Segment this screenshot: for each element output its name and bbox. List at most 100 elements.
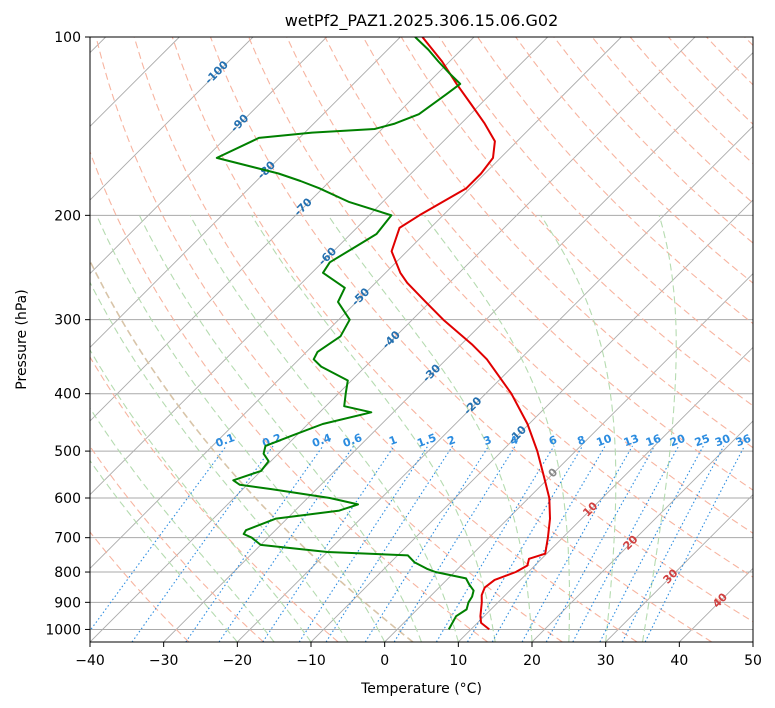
mixing-ratio-line [545,445,656,642]
dry-adiabat-line [706,37,753,86]
y-tick-label-400: 400 [54,387,81,403]
isotherm-label: -100 [202,58,231,87]
isotherm-label: 20 [621,533,641,553]
moist-adiabat-lines [90,214,677,642]
dry-adiabat-line [90,531,190,642]
x-tick-label-30: 30 [597,653,615,669]
isotherm-line [90,37,327,275]
mixing-ratio-label: 25 [693,432,712,449]
mixing-ratio-line [218,445,355,642]
mixing-ratio-label: 20 [668,432,687,450]
annotation-labels: 0.1 0.2 0.4 0.6 1 1.5 2 3 4 6 8 10 13 16 20 25 30 36-100-… [202,58,753,611]
mixing-ratio-line [521,445,633,642]
x-tick-label--10: −10 [296,653,326,669]
isotherm-line [90,37,622,569]
dry-adiabat-line [591,37,753,204]
dry-adiabat-line [324,37,753,491]
plot-frame [89,36,754,643]
mixing-ratio-label: 30 [713,432,732,450]
y-tick-label-700: 700 [54,531,81,547]
moist-adiabat-line [641,215,677,642]
isotherm-line [90,37,254,201]
isotherm-line [90,37,401,348]
isotherm-line [679,567,753,642]
chart-title: wetPf2_PAZ1.2025.306.15.06.G02 [285,11,559,31]
isotherm-line [90,37,696,642]
isotherm-label: 40 [710,590,730,610]
x-tick-label--40: −40 [75,653,105,669]
moist-adiabat-line [327,214,533,642]
mixing-ratio-line [621,445,725,642]
dry-adiabat-line [477,37,753,325]
y-axis-ticks: 100 200 300 400 500 600 700 800 900 1000 [45,30,90,638]
isotherm-line [384,273,753,642]
isobar-gridlines [90,37,753,630]
mixing-ratio-line [185,445,324,642]
mixing-ratio-line [131,445,274,642]
isotherm-label: -90 [228,111,251,134]
x-tick-label-10: 10 [449,653,467,669]
mixing-ratio-line [298,445,429,642]
isotherm-label: -50 [349,285,372,308]
y-axis-label: Pressure (hPa) [14,289,30,389]
mixing-ratio-label: 0.4 [310,431,333,450]
y-tick-label-800: 800 [54,565,81,581]
mixing-ratio-label: 10 [595,432,614,450]
mixing-ratio-label: 2 [446,433,458,448]
mixing-ratio-line [435,445,555,642]
isotherm-line [90,37,548,496]
mixing-ratio-line [467,445,584,642]
dry-adiabat-line [209,37,753,623]
isotherm-label: -40 [380,328,403,351]
dry-adiabat-line [90,445,264,642]
moist-adiabat-line [540,214,617,642]
isotherm-lines [90,37,753,642]
dry-adiabat-line [90,356,339,642]
dry-adiabat-line [90,259,414,642]
mixing-ratio-line [644,445,746,642]
y-tick-label-300: 300 [54,313,81,329]
mixing-ratio-line [325,445,454,642]
dry-adiabat-line [90,150,488,642]
mixing-ratio-lines [90,445,746,642]
isotherm-line [531,420,753,642]
mixing-ratio-label: 3 [482,433,494,448]
dry-adiabat-line [95,37,563,642]
dry-adiabat-line [171,37,712,642]
y-tick-label-500: 500 [54,444,81,460]
moist-adiabat-line [189,215,459,642]
y-tick-label-200: 200 [54,208,81,224]
mixing-ratio-label: 13 [622,432,641,449]
isotherm-line [458,346,753,642]
x-tick-label-0: 0 [380,653,389,669]
dry-adiabat-lines [90,37,753,642]
isotherm-label: -20 [461,394,484,417]
x-axis-ticks: −40 −30 −20 −10 0 10 20 30 40 50 [75,642,762,669]
isotherm-label: 30 [661,566,681,586]
mixing-ratio-label: 1.5 [415,431,438,450]
x-axis-label: Temperature (°C) [360,681,482,697]
moist-adiabat-line [90,349,312,642]
y-tick-label-100: 100 [54,30,81,46]
mixing-ratio-label: 0.1 [214,431,237,450]
dewpoint-profile-line [215,37,475,630]
moist-adiabat-line [90,407,275,642]
mixing-ratio-label: 6 [547,433,559,448]
y-tick-label-900: 900 [54,595,81,611]
mixing-ratio-line [90,445,227,632]
dry-adiabat-line [133,37,638,642]
moist-adiabat-line [96,215,386,642]
dry-adiabat-line [286,37,753,534]
x-tick-label-20: 20 [523,653,541,669]
dry-adiabat-line [248,37,753,578]
dry-adiabat-line [744,37,753,47]
dry-adiabat-line [553,37,753,244]
isotherm-label: -10 [506,423,529,446]
moist-adiabat-line [251,215,496,642]
isotherm-line [90,37,475,422]
x-tick-label--20: −20 [223,653,253,669]
y-tick-label-1000: 1000 [45,622,81,638]
mixing-ratio-label: 8 [576,433,588,448]
mixing-ratio-label: 4 [508,433,520,448]
